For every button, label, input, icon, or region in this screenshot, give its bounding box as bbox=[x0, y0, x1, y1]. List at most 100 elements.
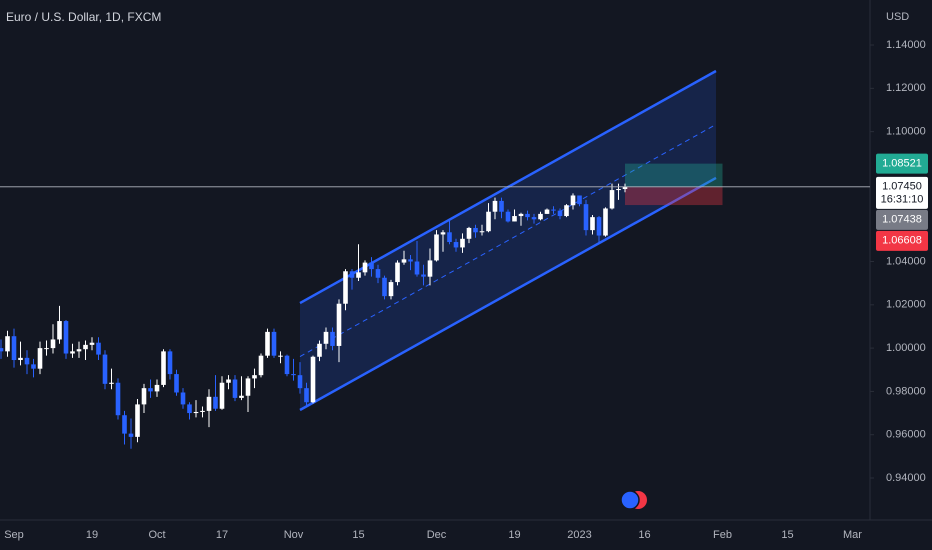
candle-body bbox=[343, 271, 348, 304]
candle-body bbox=[239, 395, 244, 398]
candle-body bbox=[538, 213, 543, 220]
y-tick-label: 1.10000 bbox=[886, 126, 926, 138]
candle-body bbox=[596, 217, 602, 236]
candle-body bbox=[122, 415, 127, 434]
candle-body bbox=[115, 382, 121, 416]
candle-body bbox=[583, 204, 589, 231]
candle-body bbox=[200, 410, 205, 412]
x-tick-label: Nov bbox=[284, 529, 304, 541]
candle-body bbox=[5, 336, 10, 352]
price-label: 1.08521 bbox=[882, 158, 922, 170]
candle-body bbox=[89, 342, 95, 345]
candle-body bbox=[460, 238, 465, 248]
x-tick-label: 19 bbox=[508, 529, 520, 541]
candle-body bbox=[466, 227, 472, 239]
candle-body bbox=[102, 354, 108, 384]
candle-body bbox=[323, 331, 329, 344]
candle-body bbox=[408, 259, 413, 262]
candle-body bbox=[570, 195, 576, 206]
candle-body bbox=[206, 396, 212, 411]
candle-body bbox=[401, 259, 407, 263]
candle-body bbox=[362, 262, 368, 273]
candle-body bbox=[135, 404, 140, 437]
candle-body bbox=[414, 261, 420, 275]
candle-body bbox=[50, 339, 56, 349]
candle-body bbox=[512, 216, 517, 222]
candle-body bbox=[317, 343, 322, 357]
event-flag[interactable] bbox=[620, 490, 640, 510]
candle-body bbox=[551, 209, 556, 211]
candle-body bbox=[304, 388, 309, 403]
y-tick-label: 0.96000 bbox=[886, 429, 926, 441]
countdown: 16:31:10 bbox=[881, 194, 924, 206]
candle-body bbox=[544, 209, 550, 214]
candle-body bbox=[336, 303, 342, 346]
candle-body bbox=[258, 355, 264, 376]
price-label-box bbox=[876, 176, 928, 209]
price-label-box bbox=[876, 230, 928, 251]
candle-body bbox=[330, 331, 335, 346]
x-tick-label: 17 bbox=[216, 529, 228, 541]
candle-body bbox=[369, 262, 374, 270]
candle-body bbox=[57, 321, 62, 340]
candle-body bbox=[395, 262, 400, 283]
candle-body bbox=[616, 188, 621, 191]
candle-body bbox=[479, 231, 485, 233]
candle-body bbox=[518, 213, 524, 217]
candle-body bbox=[232, 379, 238, 398]
candle-body bbox=[252, 375, 257, 379]
candle-body bbox=[622, 186, 628, 189]
candle-body bbox=[18, 357, 23, 361]
candle-body bbox=[525, 213, 530, 218]
loss-zone bbox=[625, 187, 723, 206]
candle-body bbox=[284, 355, 290, 375]
price-label: 1.06608 bbox=[882, 235, 922, 247]
candle-body bbox=[577, 195, 582, 205]
candle-body bbox=[245, 378, 251, 396]
candle-body bbox=[271, 331, 277, 356]
candle-body bbox=[265, 331, 270, 356]
candle-body bbox=[24, 357, 30, 365]
x-tick-label: Mar bbox=[843, 529, 862, 541]
candle-body bbox=[603, 208, 608, 236]
x-tick-label: 19 bbox=[86, 529, 98, 541]
events-icon[interactable] bbox=[620, 490, 647, 510]
price-label: 1.07438 bbox=[882, 214, 922, 226]
candle-body bbox=[421, 274, 426, 277]
candle-body bbox=[388, 282, 394, 297]
candle-body bbox=[83, 344, 88, 350]
candle-body bbox=[453, 242, 459, 248]
candle-body bbox=[0, 348, 4, 352]
candle-body bbox=[375, 269, 381, 278]
candle-body bbox=[167, 351, 173, 375]
candle-body bbox=[531, 217, 537, 220]
candle-body bbox=[297, 375, 303, 389]
candle-body bbox=[76, 349, 82, 352]
chart-title: Euro / U.S. Dollar, 1D, FXCM bbox=[6, 10, 161, 24]
x-tick-label: 15 bbox=[352, 529, 364, 541]
y-tick-label: 0.94000 bbox=[886, 472, 926, 484]
candle-body bbox=[161, 351, 166, 385]
profit-zone bbox=[625, 163, 723, 188]
x-tick-label: Dec bbox=[427, 529, 447, 541]
candle-body bbox=[564, 205, 569, 217]
price-label-box bbox=[876, 209, 928, 230]
y-tick-label: 1.04000 bbox=[886, 255, 926, 267]
candle-body bbox=[148, 388, 153, 392]
candle-body bbox=[447, 232, 452, 243]
y-tick-label: 0.98000 bbox=[886, 385, 926, 397]
candle-body bbox=[310, 356, 316, 403]
candle-body bbox=[349, 271, 355, 278]
candle-body bbox=[154, 384, 160, 392]
candle-body bbox=[434, 234, 439, 261]
candle-body bbox=[128, 433, 134, 437]
candle-body bbox=[63, 321, 69, 354]
candle-body bbox=[219, 382, 225, 409]
candle-body bbox=[226, 379, 231, 383]
candle-body bbox=[440, 232, 446, 235]
candle-body bbox=[141, 388, 147, 405]
candle-body bbox=[473, 227, 478, 233]
candle-body bbox=[96, 342, 101, 355]
